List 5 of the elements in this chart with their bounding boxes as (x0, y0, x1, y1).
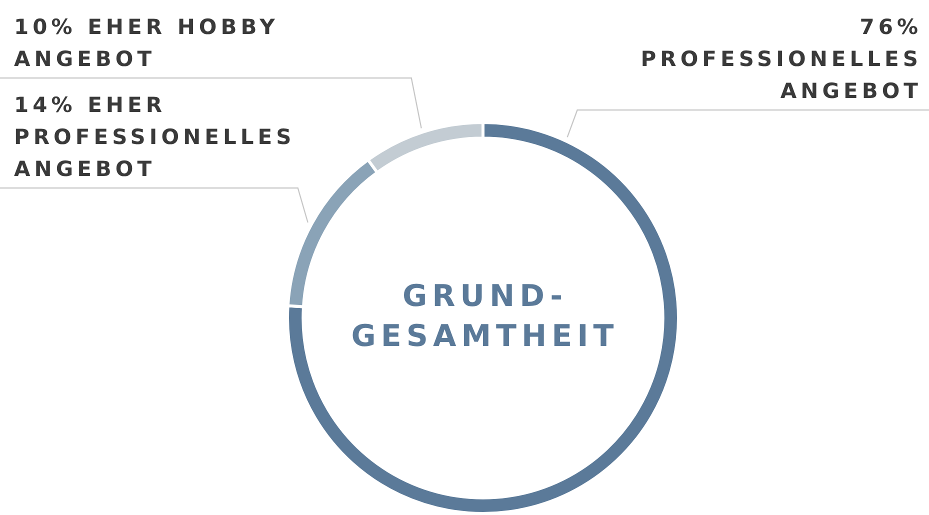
slice-label: 10% EHER HOBBY ANGEBOT (14, 14, 279, 71)
data-label: 76% (860, 14, 922, 39)
text: GRUND-GESAMTHEIT (351, 278, 619, 354)
slice-label: PROFESSIONELLES ANGEBOT (640, 46, 922, 103)
slice-label: 14% EHER PROFESSIONELLES ANGEBOT (14, 92, 296, 181)
